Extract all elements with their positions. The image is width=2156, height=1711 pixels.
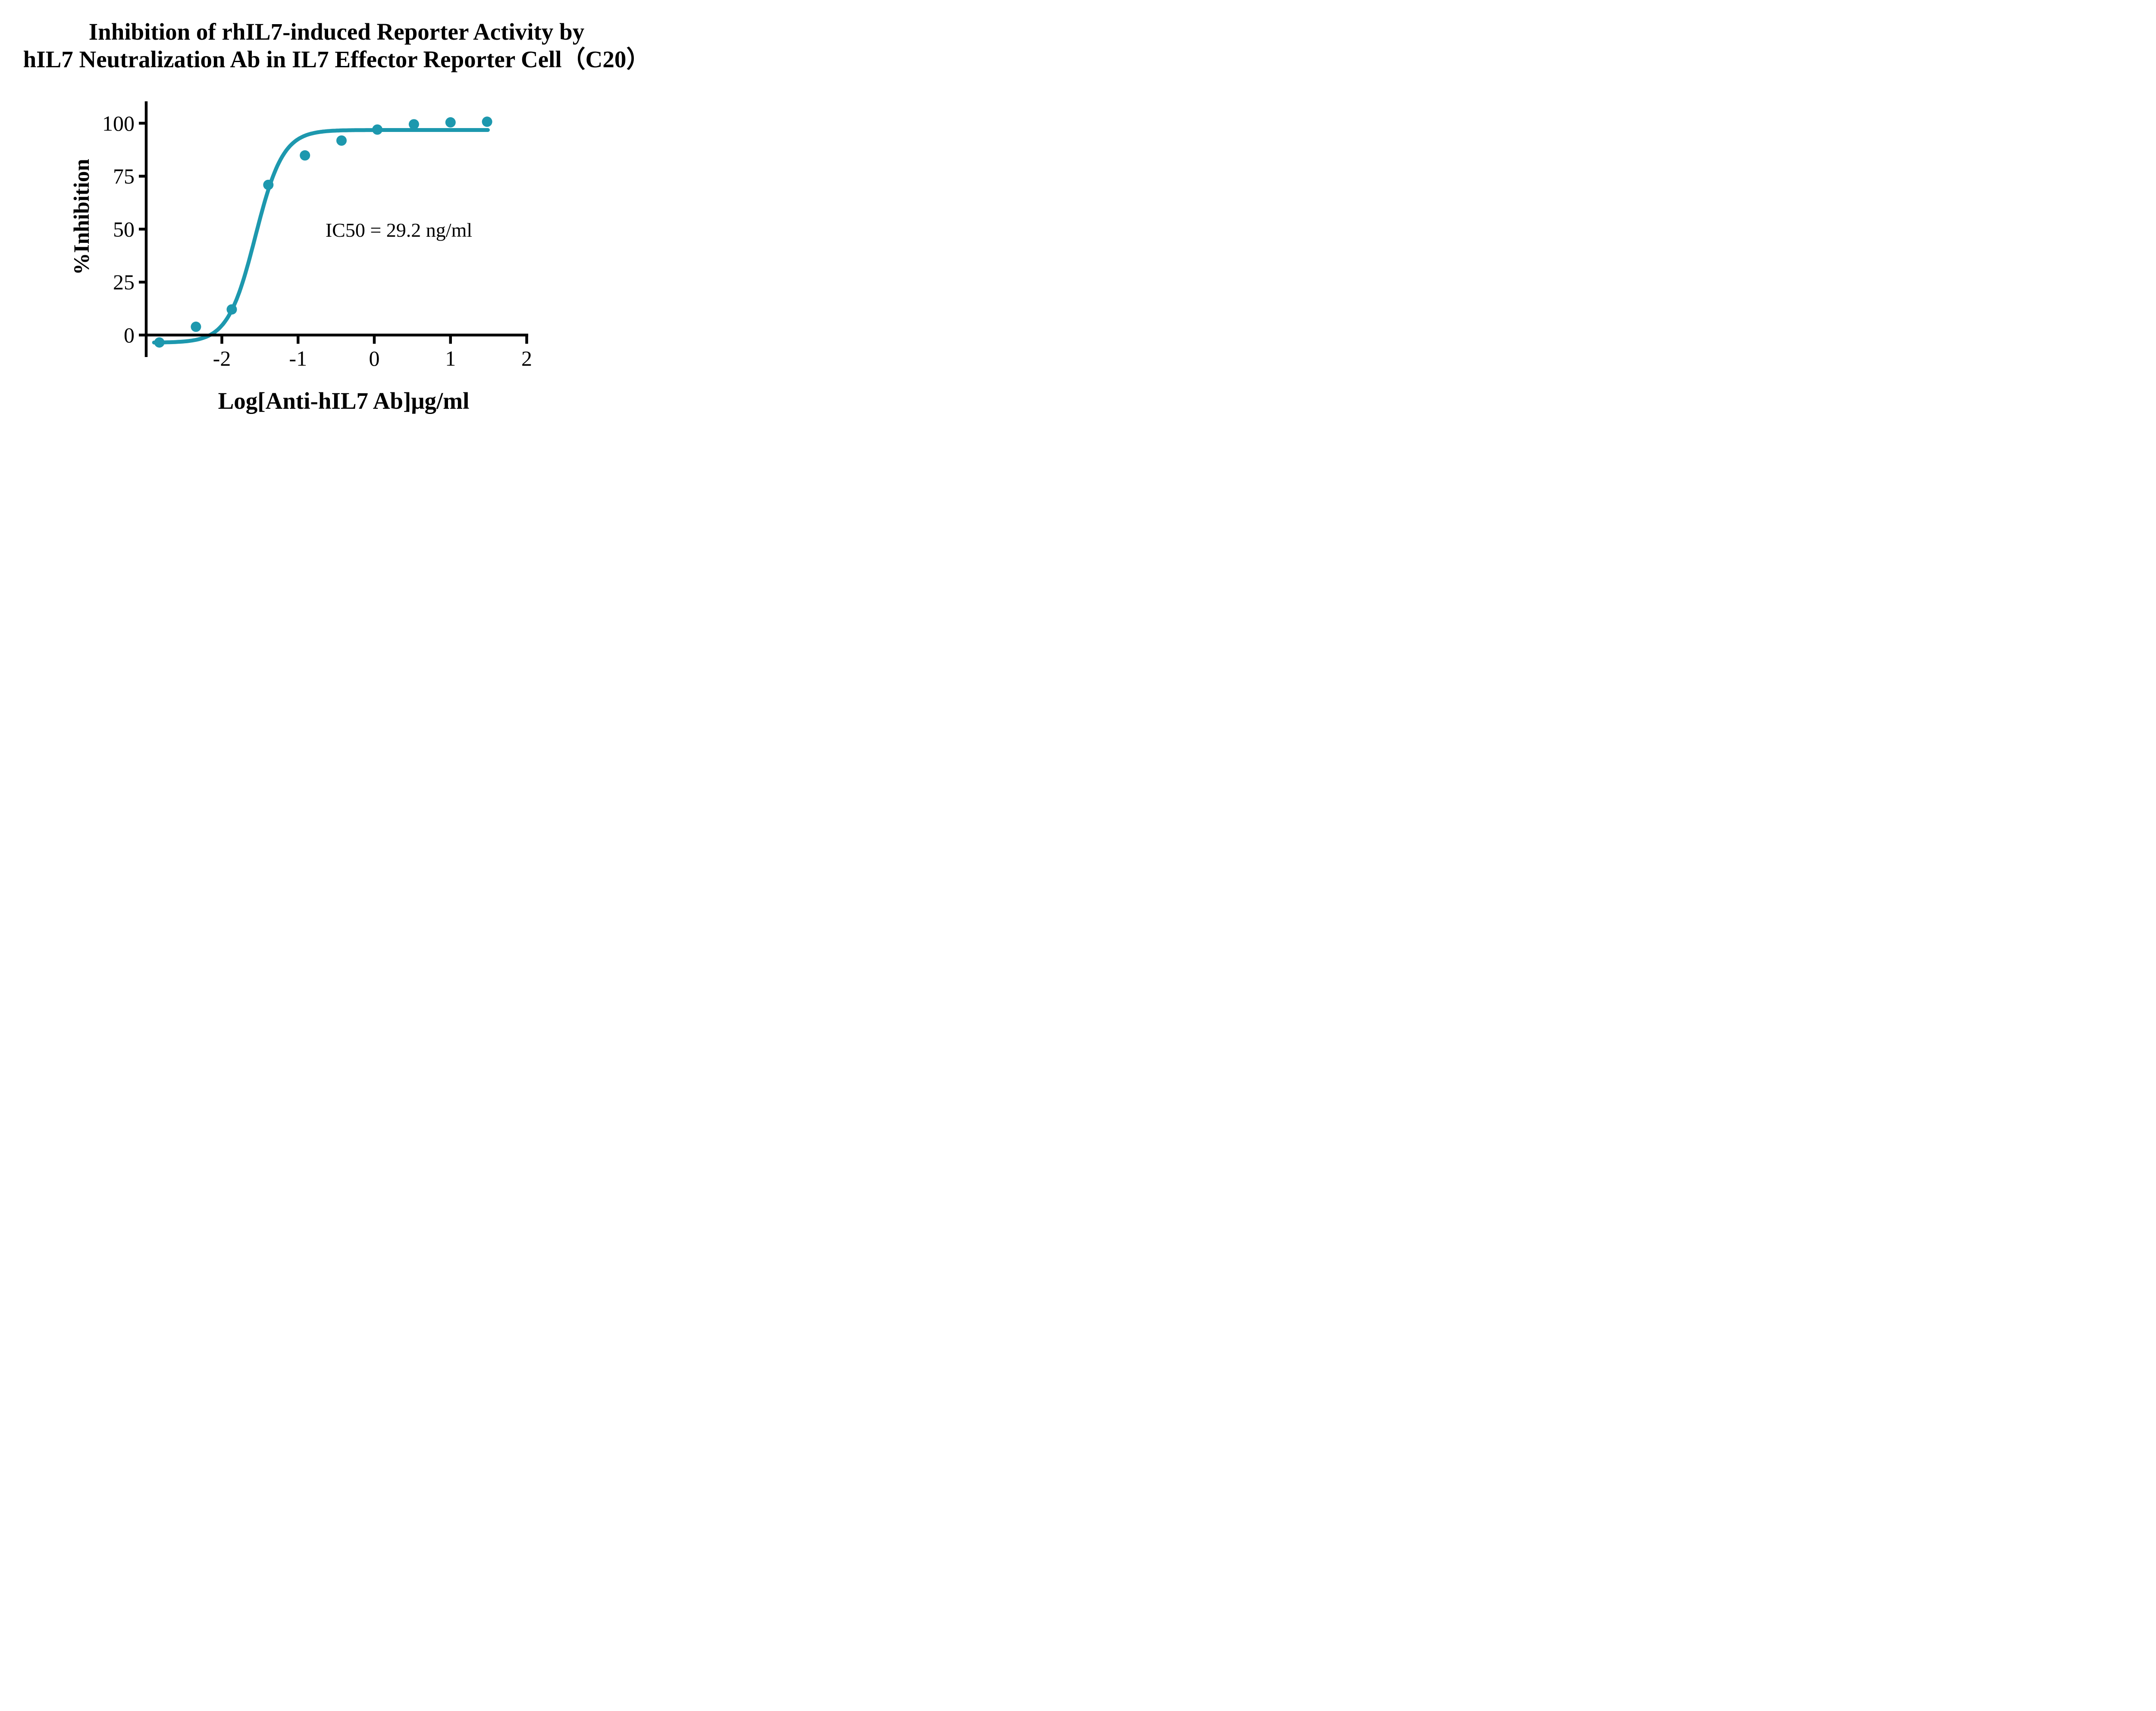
data-point bbox=[445, 117, 456, 128]
data-point bbox=[372, 124, 383, 135]
chart-title-line2: hIL7 Neutralization Ab in IL7 Effector R… bbox=[23, 46, 650, 72]
data-point bbox=[226, 304, 237, 315]
x-tick-label: 2 bbox=[521, 346, 532, 370]
ic50-annotation: IC50 = 29.2 ng/ml bbox=[325, 219, 473, 241]
y-tick-label: 50 bbox=[113, 217, 135, 241]
data-point bbox=[482, 116, 492, 127]
x-axis-label: Log[Anti-hIL7 Ab]μg/ml bbox=[218, 388, 470, 414]
data-point bbox=[300, 150, 310, 161]
y-tick-label: 0 bbox=[124, 323, 135, 347]
x-tick-label: -1 bbox=[289, 346, 307, 370]
dose-response-figure: Inhibition of rhIL7-induced Reporter Act… bbox=[0, 0, 673, 428]
y-tick-label: 25 bbox=[113, 270, 135, 294]
chart-title: Inhibition of rhIL7-induced Reporter Act… bbox=[0, 18, 673, 73]
data-point bbox=[154, 337, 165, 348]
data-point bbox=[191, 321, 201, 332]
x-tick-label: 0 bbox=[369, 346, 380, 370]
data-point bbox=[336, 135, 347, 146]
plot-area: 0 25 50 75 100 -2 -1 0 1 2 bbox=[102, 101, 532, 370]
data-point bbox=[408, 119, 419, 130]
x-tick-label: -2 bbox=[213, 346, 231, 370]
chart-title-line1: Inhibition of rhIL7-induced Reporter Act… bbox=[88, 19, 585, 45]
y-tick-label: 75 bbox=[113, 164, 135, 188]
data-point bbox=[263, 179, 274, 190]
y-tick-label: 100 bbox=[102, 111, 135, 135]
x-tick-label: 1 bbox=[445, 346, 456, 370]
